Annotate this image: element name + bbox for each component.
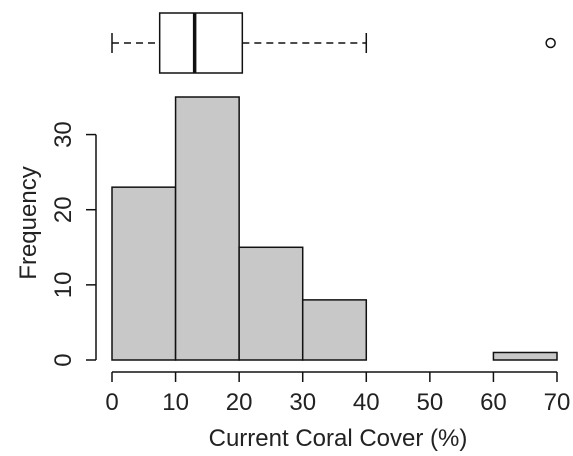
x-tick-label: 40 [353,389,380,416]
y-tick-label: 20 [50,196,77,223]
histogram-bar [111,186,177,361]
histogram-bar [238,246,304,361]
boxplot [111,12,556,74]
x-tick-label: 10 [162,389,189,416]
y-axis-label: Frequency [15,166,42,279]
y-tick-label: 0 [50,353,77,366]
y-tick-label: 10 [50,272,77,299]
x-tick-label: 20 [226,389,253,416]
x-tick-label: 60 [480,389,507,416]
histogram-bar [174,96,240,361]
x-tick-label: 50 [417,389,444,416]
y-tick-label: 30 [50,121,77,148]
x-axis: 0 10 20 30 40 50 60 70 [105,371,571,416]
boxplot-box [158,12,244,74]
histogram-bar [492,351,558,361]
histogram-bar [301,299,368,361]
x-tick-label: 70 [544,389,571,416]
x-tick-label: 30 [289,389,316,416]
x-axis-label: Current Coral Cover (%) [209,425,468,452]
x-tick-label: 0 [105,389,118,416]
y-axis: 0 10 20 30 [50,121,97,367]
histogram-bars [111,96,558,361]
boxplot-outlier-point [545,37,556,49]
